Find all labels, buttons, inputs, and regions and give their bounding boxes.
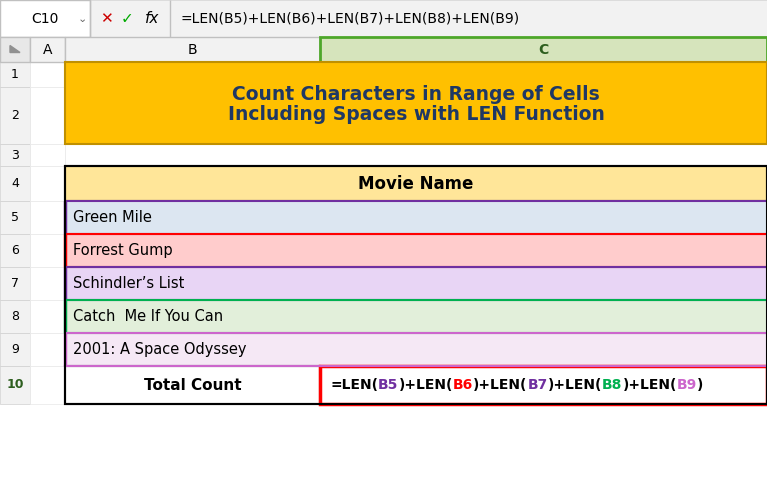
Text: 4: 4 bbox=[11, 177, 19, 190]
Text: B6: B6 bbox=[453, 378, 473, 392]
FancyBboxPatch shape bbox=[0, 201, 30, 234]
Text: =LEN(B5)+LEN(B6)+LEN(B7)+LEN(B8)+LEN(B9): =LEN(B5)+LEN(B6)+LEN(B7)+LEN(B8)+LEN(B9) bbox=[180, 11, 519, 25]
FancyBboxPatch shape bbox=[65, 37, 320, 62]
FancyBboxPatch shape bbox=[65, 300, 767, 333]
Text: 10: 10 bbox=[6, 379, 24, 391]
FancyBboxPatch shape bbox=[30, 144, 65, 166]
Text: 2: 2 bbox=[11, 109, 19, 122]
Text: 8: 8 bbox=[11, 310, 19, 323]
Text: fx: fx bbox=[145, 11, 160, 26]
FancyBboxPatch shape bbox=[0, 0, 90, 37]
FancyBboxPatch shape bbox=[65, 201, 767, 234]
FancyBboxPatch shape bbox=[65, 144, 767, 166]
Text: )+LEN(: )+LEN( bbox=[622, 378, 676, 392]
FancyBboxPatch shape bbox=[30, 267, 65, 300]
FancyBboxPatch shape bbox=[30, 62, 65, 87]
Text: ✓: ✓ bbox=[120, 11, 133, 26]
FancyBboxPatch shape bbox=[65, 62, 767, 87]
FancyBboxPatch shape bbox=[0, 234, 30, 267]
Text: B8: B8 bbox=[602, 378, 622, 392]
FancyBboxPatch shape bbox=[0, 333, 30, 366]
FancyBboxPatch shape bbox=[30, 234, 65, 267]
Text: ⌄: ⌄ bbox=[77, 13, 87, 23]
Text: 6: 6 bbox=[11, 244, 19, 257]
FancyBboxPatch shape bbox=[30, 87, 65, 144]
FancyBboxPatch shape bbox=[0, 300, 30, 333]
FancyBboxPatch shape bbox=[30, 166, 65, 201]
FancyBboxPatch shape bbox=[65, 166, 767, 201]
Text: Catch  Me If You Can: Catch Me If You Can bbox=[73, 309, 223, 324]
FancyBboxPatch shape bbox=[320, 37, 767, 62]
Text: B7: B7 bbox=[528, 378, 548, 392]
Text: Movie Name: Movie Name bbox=[358, 174, 474, 193]
FancyBboxPatch shape bbox=[0, 166, 30, 201]
Text: 2001: A Space Odyssey: 2001: A Space Odyssey bbox=[73, 342, 246, 357]
Text: )+LEN(: )+LEN( bbox=[473, 378, 528, 392]
FancyBboxPatch shape bbox=[0, 0, 767, 37]
Text: 7: 7 bbox=[11, 277, 19, 290]
FancyBboxPatch shape bbox=[320, 366, 767, 404]
Text: Including Spaces with LEN Function: Including Spaces with LEN Function bbox=[228, 105, 604, 123]
FancyBboxPatch shape bbox=[30, 333, 65, 366]
Text: )+LEN(: )+LEN( bbox=[548, 378, 602, 392]
Polygon shape bbox=[10, 45, 20, 53]
Text: =LEN(: =LEN( bbox=[330, 378, 378, 392]
FancyBboxPatch shape bbox=[0, 144, 30, 166]
FancyBboxPatch shape bbox=[0, 62, 30, 87]
Text: ): ) bbox=[697, 378, 703, 392]
FancyBboxPatch shape bbox=[30, 300, 65, 333]
Text: )+LEN(: )+LEN( bbox=[398, 378, 453, 392]
Text: 5: 5 bbox=[11, 211, 19, 224]
Text: ✕: ✕ bbox=[100, 11, 113, 26]
FancyBboxPatch shape bbox=[65, 234, 767, 267]
FancyBboxPatch shape bbox=[0, 267, 30, 300]
FancyBboxPatch shape bbox=[65, 267, 767, 300]
Text: Green Mile: Green Mile bbox=[73, 210, 152, 225]
FancyBboxPatch shape bbox=[30, 366, 65, 404]
Text: 1: 1 bbox=[11, 68, 19, 81]
Text: Count Characters in Range of Cells: Count Characters in Range of Cells bbox=[232, 85, 600, 104]
FancyBboxPatch shape bbox=[65, 366, 320, 404]
Text: Schindler’s List: Schindler’s List bbox=[73, 276, 184, 291]
FancyBboxPatch shape bbox=[65, 333, 767, 366]
FancyBboxPatch shape bbox=[65, 62, 767, 144]
Text: B5: B5 bbox=[378, 378, 398, 392]
Text: C: C bbox=[538, 43, 548, 56]
Text: C10: C10 bbox=[31, 11, 59, 25]
Text: Total Count: Total Count bbox=[143, 378, 242, 392]
Text: Forrest Gump: Forrest Gump bbox=[73, 243, 173, 258]
FancyBboxPatch shape bbox=[0, 37, 30, 62]
Text: A: A bbox=[43, 43, 52, 56]
Text: 3: 3 bbox=[11, 149, 19, 162]
FancyBboxPatch shape bbox=[0, 87, 30, 144]
Text: B: B bbox=[188, 43, 197, 56]
Text: 9: 9 bbox=[11, 343, 19, 356]
FancyBboxPatch shape bbox=[0, 366, 30, 404]
FancyBboxPatch shape bbox=[30, 201, 65, 234]
FancyBboxPatch shape bbox=[30, 37, 65, 62]
Text: B9: B9 bbox=[676, 378, 697, 392]
